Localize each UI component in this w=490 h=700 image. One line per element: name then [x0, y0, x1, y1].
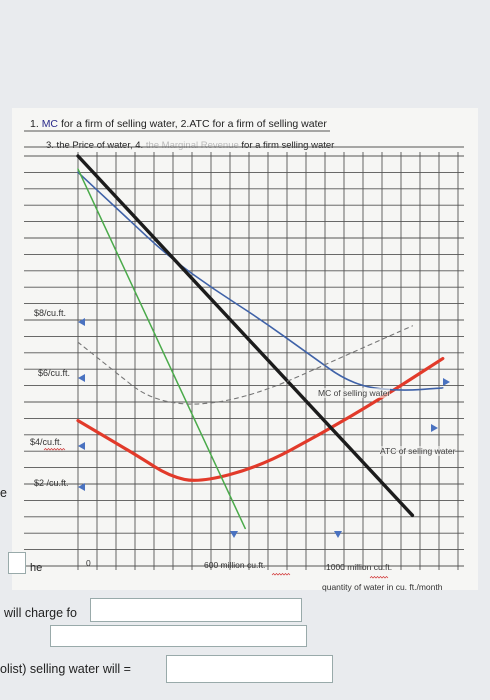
chart-title-line2: 3. the Price of water, 4. the Marginal R… [46, 140, 335, 151]
answer-box-1[interactable] [90, 598, 302, 622]
answer-box-small[interactable] [8, 552, 26, 574]
mc-curve-label: MC of selling water [318, 388, 391, 398]
arrow-x-1000 [334, 531, 342, 538]
y-tick-label-4: $4/cu.ft. [30, 437, 63, 447]
squiggle-600 [271, 573, 291, 576]
x-tick-label-0: 0 [86, 558, 91, 568]
arrow-y-8 [78, 318, 85, 326]
arrow-x-600 [230, 531, 238, 538]
question-text-1: will charge fo [4, 606, 77, 620]
squiggle-4 [43, 448, 66, 451]
answer-box-3[interactable] [166, 655, 333, 683]
squiggle-1000 [369, 576, 389, 579]
y-tick-label-8: $8/cu.ft. [34, 308, 67, 318]
series-line-0 [76, 356, 445, 482]
x-tick-label-600: 600 million cu.ft. [204, 560, 266, 570]
series-line-4 [77, 325, 413, 405]
arrow-y-2 [78, 483, 85, 491]
series-line-3 [77, 168, 246, 530]
cut-off-label-left: e [0, 486, 7, 500]
worksheet-page [12, 108, 478, 590]
atc-curve-label: ATC of selling water [380, 446, 456, 456]
x-tick-label-1000: 1000 million cu.ft. [326, 562, 393, 572]
y-tick-label-2: $2 /cu.ft. [34, 478, 69, 488]
arrow-y-6 [78, 374, 85, 382]
arrow-y-4 [78, 442, 85, 450]
y-tick-label-6: $6/cu.ft. [38, 368, 71, 378]
chart-title-line1: 1. MC for a firm of selling water, 2.ATC… [30, 118, 327, 130]
arrow-atc-end [431, 424, 438, 432]
series-line-2 [76, 154, 415, 518]
arrow-mc-end [443, 378, 450, 386]
cut-off-label-he: he [30, 562, 43, 574]
x-axis-label: quantity of water in cu. ft./month [322, 582, 443, 592]
answer-box-2[interactable] [50, 625, 307, 647]
question-text-2: olist) selling water will = [0, 662, 131, 676]
